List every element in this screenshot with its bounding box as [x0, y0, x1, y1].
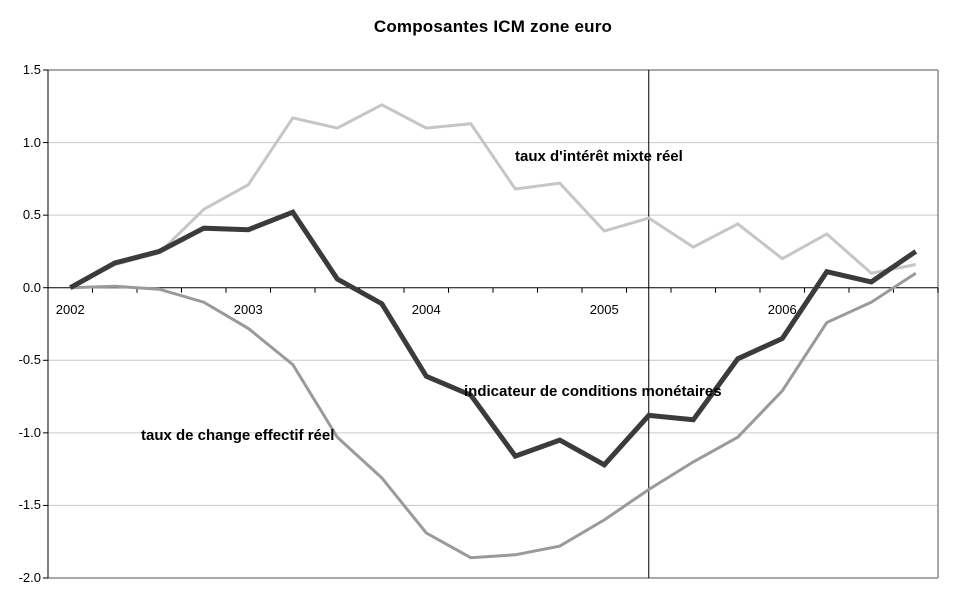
y-axis-tick-label: -0.5: [18, 352, 41, 368]
x-axis-year-label: 2004: [411, 302, 441, 317]
y-axis-tick-label: -2.0: [18, 570, 41, 585]
series-line-0: [69, 103, 917, 290]
x-axis-year-label: 2006: [767, 302, 797, 317]
y-axis-tick-label: 1.5: [22, 62, 41, 77]
x-axis-year-label: 2003: [233, 302, 263, 317]
x-axis-year-label: 2002: [55, 302, 85, 317]
series-line-2: [70, 271, 917, 560]
series-label-indicateur-conditions-monetaires: indicateur de conditions monétaires: [464, 383, 722, 400]
chart-title: Composantes ICM zone euro: [373, 17, 613, 36]
series-line-1: [69, 209, 918, 468]
y-axis-tick-label: -1.5: [18, 497, 41, 513]
y-axis-tick-label: 0.5: [22, 207, 41, 223]
y-axis-tick-label: -1.0: [18, 424, 41, 440]
series-label-taux-interet-mixte-reel: taux d'intérêt mixte réel: [515, 148, 683, 165]
series-label-taux-change-effectif-reel: taux de change effectif réel: [141, 427, 335, 444]
y-axis-tick-label: 1.0: [22, 134, 41, 150]
y-axis-tick-label: 0.0: [22, 279, 41, 295]
x-axis-year-label: 2005: [589, 302, 619, 317]
